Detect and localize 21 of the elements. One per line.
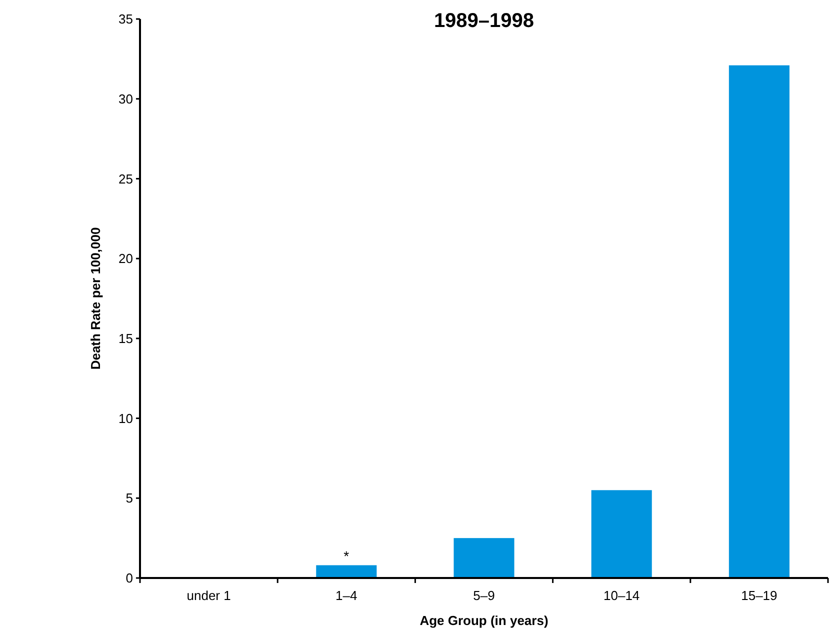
y-tick-label: 25	[118, 171, 133, 186]
bar	[591, 490, 652, 578]
y-tick-label: 15	[118, 330, 133, 346]
y-tick-label: 0	[126, 570, 133, 586]
x-tick-label: 1–4	[336, 588, 358, 603]
chart-title: 1989–1998	[434, 10, 534, 32]
y-tick-label: 5	[126, 490, 133, 506]
bar	[316, 565, 377, 578]
y-axis-title: Death Rate per 100,000	[88, 227, 103, 370]
x-tick-label: 5–9	[473, 588, 495, 603]
y-tick-label: 30	[118, 91, 133, 106]
y-tick-label: 35	[118, 12, 133, 27]
y-tick-label: 10	[118, 410, 133, 426]
y-tick-label: 20	[118, 251, 133, 266]
annotation: *	[344, 548, 350, 564]
bar	[728, 65, 790, 578]
x-axis-title: Age Group (in years)	[420, 613, 548, 628]
x-tick-label: 10–14	[604, 588, 640, 603]
x-tick-label: 15–19	[741, 588, 778, 603]
bar	[454, 538, 514, 578]
x-tick-label: under 1	[186, 588, 231, 603]
